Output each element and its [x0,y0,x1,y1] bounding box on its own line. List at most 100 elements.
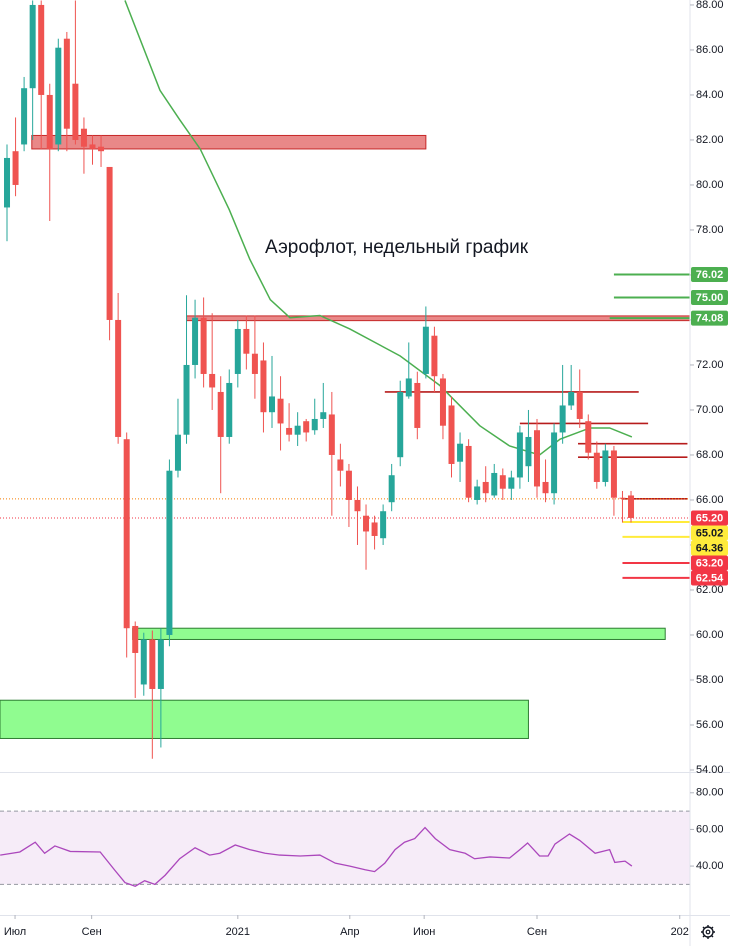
candle-body [585,421,592,453]
candle-body [63,38,70,129]
price-tag [691,289,728,305]
candle-body [55,47,62,145]
y-tick-label: 78.00 [696,224,724,236]
moving-average [124,0,633,456]
rsi-tick-label: 60.00 [696,823,724,835]
candle-body [234,328,241,374]
candle-body [268,396,275,413]
price-tag-label: 64.36 [696,542,724,554]
candle-body [568,391,575,406]
y-tick-label: 72.00 [696,359,724,371]
x-tick-label: Сен [82,926,102,938]
candle-body [132,625,139,653]
price-tag [691,525,728,541]
y-tick-label: 70.00 [696,404,724,416]
candle-body [38,4,45,95]
x-tick-label: Июн [413,926,435,938]
chart-title: Аэрофлот, недельный график [265,237,529,258]
candle-body [397,391,404,458]
candle-body [380,511,387,539]
x-tick-label: Апр [340,926,359,938]
candle-body [200,317,207,374]
candle-body [46,94,53,149]
rsi-line [0,826,633,887]
candle-body [226,382,233,437]
x-tick-label: Июл [4,926,26,938]
candle-body [422,326,429,374]
x-tick-label: Сен [527,926,547,938]
candle-body [371,522,378,536]
candle-body [388,475,395,503]
candle-body [320,412,327,419]
x-tick-label: 2021 [226,926,250,938]
candle-body [354,499,361,512]
y-tick-label: 54.00 [696,764,724,776]
candle-body [328,414,335,455]
rsi-tick-label: 40.00 [696,860,724,872]
candle-body [303,421,310,433]
candle-body [251,353,258,374]
candle-body [439,378,446,426]
price-tag-label: 63.20 [696,557,724,569]
candle-body [542,481,549,494]
candle-body [363,515,370,532]
price-tag [691,310,728,326]
candle-body [474,486,481,500]
candle-body [610,450,617,498]
candle-body [431,335,438,377]
candle-body [277,398,284,424]
y-tick-label: 60.00 [696,629,724,641]
settings-button[interactable] [701,925,715,939]
candle-body [465,445,472,498]
y-tick-label: 66.00 [696,494,724,506]
candle-body [602,450,609,482]
candle-body [448,405,455,464]
gear-hub [705,929,711,935]
candle-body [533,430,540,487]
candle-body [140,639,147,685]
candle-body [516,432,523,478]
candle-body [157,639,164,689]
price-tag [691,555,728,571]
gear-teeth [701,925,715,939]
candle-body [174,434,181,471]
candle-body [123,439,130,629]
candle-body [311,418,318,431]
candle-body [217,391,224,437]
candle-body [166,470,173,635]
candle-body [593,452,600,482]
candle-body [491,472,498,496]
zone [132,627,666,640]
candle-body [4,157,11,208]
candle-body [619,497,626,499]
candle-body [209,373,216,388]
y-tick-label: 86.00 [696,44,724,56]
candle-body [405,378,412,397]
y-tick-label: 68.00 [696,449,724,461]
y-tick-label: 88.00 [696,0,724,11]
candle-body [21,88,28,145]
candle-body [525,436,532,467]
y-tick-label: 62.00 [696,584,724,596]
price-tags: 76.02 75.00 74.08 65.20 65.02 64.36 63.20 62.54 [691,267,728,586]
candle-body [243,328,250,354]
price-tag-label: 62.54 [696,572,724,584]
candle-body [260,360,267,413]
price-tag [691,267,728,283]
rsi-pane [0,810,690,887]
candle-body [414,382,421,428]
candle-body [337,459,344,471]
price-pane [0,0,690,759]
price-tag-label: 65.02 [696,527,724,539]
candle-body [576,391,583,419]
price-tag-label: 75.00 [696,292,724,304]
price-tag [691,570,728,586]
y-tick-label: 80.00 [696,179,724,191]
price-tag-label: 74.08 [696,313,724,325]
y-tick-label: 56.00 [696,719,724,731]
rsi-tick-label: 80.00 [696,787,724,799]
zone [0,699,529,739]
candle-body [80,128,87,147]
